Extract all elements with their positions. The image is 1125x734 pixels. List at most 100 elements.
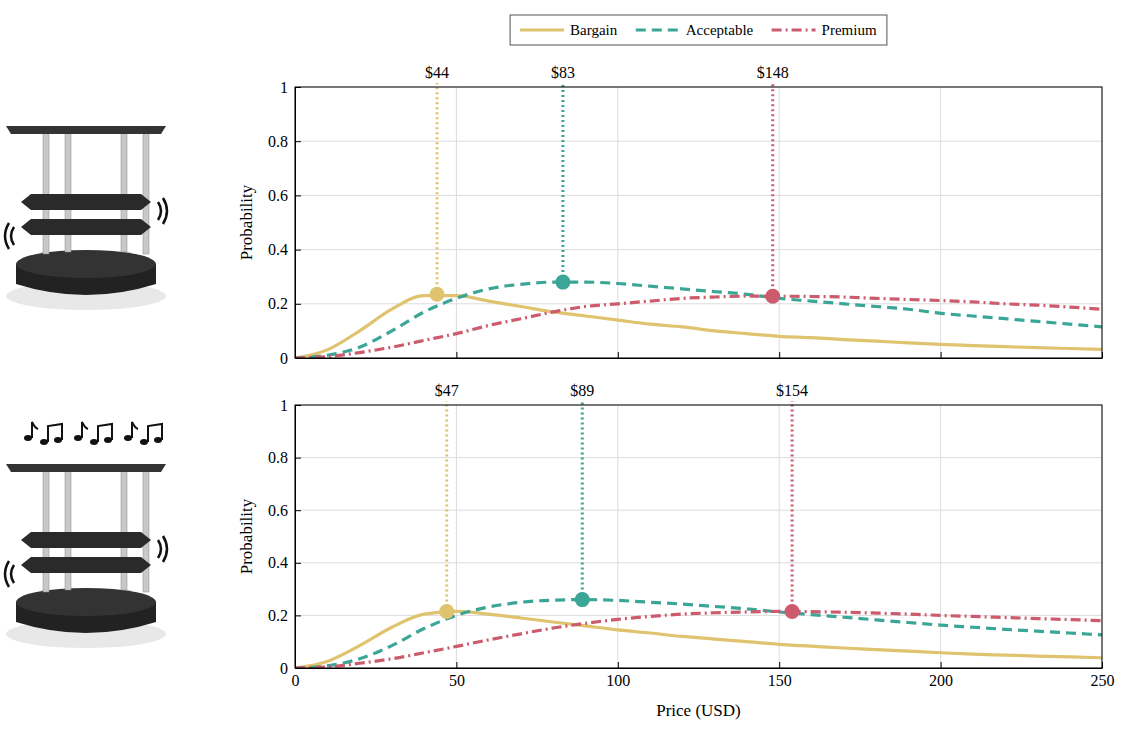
peak-label: $47 xyxy=(435,382,459,399)
y-tick-label: 0 xyxy=(280,350,288,367)
x-tick: 150 xyxy=(768,662,792,689)
music-note-head xyxy=(104,437,112,443)
peak-label: $89 xyxy=(570,382,594,399)
y-tick-label: 0.2 xyxy=(268,607,288,624)
chart-root: $44$83$14800.20.40.60.81ProbabilityBarga… xyxy=(0,0,1125,734)
grid-line-x xyxy=(940,405,941,668)
legend-label: Bargain xyxy=(570,22,618,38)
y-tick-mark xyxy=(295,458,301,459)
grid-line-x xyxy=(456,405,457,668)
y-tick-mark xyxy=(295,304,301,305)
legend-item: Premium xyxy=(772,22,877,38)
robot-sound-wave xyxy=(5,223,9,249)
x-axis xyxy=(296,352,1103,359)
y-tick-mark xyxy=(295,195,301,196)
legend-swatch xyxy=(520,28,564,31)
series-line xyxy=(295,600,1102,668)
legend-swatch xyxy=(772,28,816,31)
robot-sound-wave xyxy=(11,565,14,583)
x-tick: 100 xyxy=(606,662,630,689)
robot-sound-wave xyxy=(158,540,161,558)
music-note-head xyxy=(154,437,162,443)
x-tick xyxy=(941,352,942,358)
grid xyxy=(295,405,1102,668)
peak-label: $83 xyxy=(551,64,575,81)
y-axis-line xyxy=(295,406,296,669)
robot-sound-wave xyxy=(5,561,9,587)
x-tick-mark xyxy=(456,352,457,358)
peak-label: $154 xyxy=(776,382,808,399)
y-tick: 0.8 xyxy=(268,133,301,150)
x-tick-label: 50 xyxy=(449,672,465,689)
grid-line-y xyxy=(295,195,1102,196)
y-tick-mark xyxy=(295,563,301,564)
x-tick xyxy=(618,352,619,358)
x-tick-mark xyxy=(779,352,780,358)
x-tick: 50 xyxy=(449,662,465,689)
x-axis-title: Price (USD) xyxy=(656,701,741,720)
x-tick-mark xyxy=(456,662,457,668)
x-tick: 250 xyxy=(1091,662,1115,689)
x-tick-mark xyxy=(941,352,942,358)
legend-item: Bargain xyxy=(520,22,618,38)
music-note-beam xyxy=(98,424,112,442)
y-tick: 0.6 xyxy=(268,502,301,519)
x-tick-mark xyxy=(779,662,780,668)
legend-item: Acceptable xyxy=(636,22,754,38)
robot-base-top xyxy=(16,250,156,278)
grid-line-x xyxy=(456,87,457,358)
y-tick-mark xyxy=(295,358,301,359)
peak-guide xyxy=(561,83,564,282)
grid xyxy=(295,87,1102,358)
robot-sound-wave xyxy=(11,227,14,245)
y-tick: 0.2 xyxy=(268,607,301,624)
grid-line-x xyxy=(940,87,941,358)
robot-pillar xyxy=(143,467,149,592)
y-tick-mark xyxy=(295,510,301,511)
grid-line-y xyxy=(295,562,1102,563)
panel: $44$83$14800.20.40.60.81Probability xyxy=(237,64,1103,367)
music-note xyxy=(24,422,62,445)
y-axis: 00.20.40.60.81 xyxy=(268,397,301,677)
y-tick-mark xyxy=(295,250,301,251)
grid-line-y xyxy=(295,141,1102,142)
x-tick-label: 200 xyxy=(929,672,953,689)
y-tick-label: 0.4 xyxy=(268,241,288,258)
robot-plate xyxy=(21,219,151,235)
grid-line-y xyxy=(295,457,1102,458)
robot-plate xyxy=(21,557,151,573)
x-tick: 200 xyxy=(929,662,953,689)
y-tick-label: 0.4 xyxy=(268,554,288,571)
y-tick-mark xyxy=(295,668,301,669)
y-axis-title: Probability xyxy=(237,184,256,260)
music-note-stem xyxy=(132,422,138,438)
music-note-head xyxy=(90,439,98,445)
y-tick: 0.4 xyxy=(268,554,301,571)
plot-area xyxy=(295,275,1102,358)
x-tick-label: 150 xyxy=(768,672,792,689)
robot-icon xyxy=(5,422,167,648)
plot-frame xyxy=(295,87,1102,358)
peak-guide xyxy=(771,83,774,296)
grid-line-y xyxy=(295,510,1102,511)
series-line xyxy=(295,282,1102,358)
y-axis-title: Probability xyxy=(237,498,256,574)
music-note xyxy=(124,422,162,445)
x-tick-label: 250 xyxy=(1091,672,1115,689)
y-tick-mark xyxy=(295,405,301,406)
y-tick-label: 0.8 xyxy=(268,133,288,150)
x-tick xyxy=(456,352,457,358)
music-note-stem xyxy=(82,422,88,438)
series-line xyxy=(295,611,1102,668)
robot-pillar xyxy=(143,129,149,254)
x-tick-mark xyxy=(1102,662,1103,668)
series-line xyxy=(295,296,1102,358)
y-tick: 0.8 xyxy=(268,449,301,466)
grid-line-x xyxy=(779,405,780,668)
music-note xyxy=(74,422,112,445)
plot-area xyxy=(295,592,1102,668)
y-tick: 1 xyxy=(280,397,301,414)
x-axis-line xyxy=(296,358,1103,359)
panel: $47$89$15405010015020025000.20.40.60.81P… xyxy=(237,382,1115,720)
y-tick-mark xyxy=(295,87,301,88)
